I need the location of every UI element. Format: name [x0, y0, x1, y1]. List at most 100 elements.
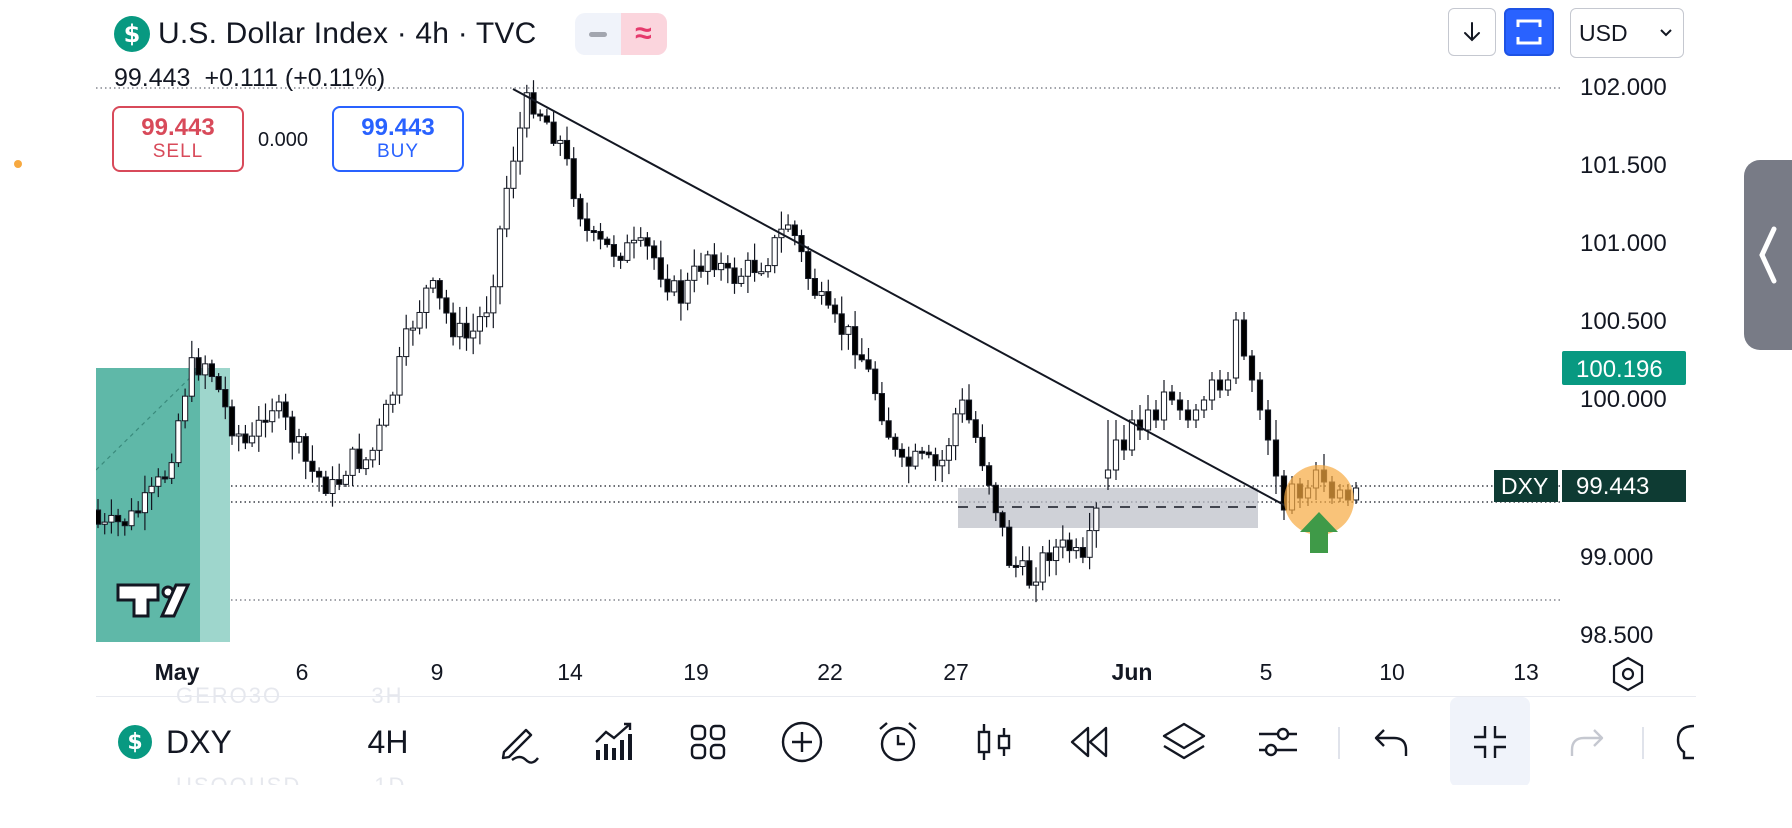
indicators-button[interactable] — [584, 697, 644, 785]
wave-icon[interactable]: ≈ — [620, 13, 667, 55]
candle — [1046, 552, 1053, 562]
lightbulb-icon — [1676, 724, 1694, 760]
candle — [1216, 379, 1224, 391]
candle — [1144, 409, 1152, 431]
candle — [115, 514, 122, 523]
symbol-title[interactable]: U.S. Dollar Index · 4h · TVC — [158, 17, 537, 50]
fullscreen-mode-button[interactable] — [1504, 8, 1554, 56]
candle — [235, 433, 242, 437]
candle — [711, 254, 718, 271]
currency-select[interactable]: USD — [1570, 8, 1684, 58]
candle — [919, 450, 926, 454]
candle — [1006, 526, 1013, 566]
side-panel-handle[interactable] — [1744, 160, 1792, 350]
candle — [537, 113, 544, 117]
candle — [1112, 439, 1120, 471]
arrow-down-icon — [1464, 22, 1480, 42]
price-axis-label: 102.000 — [1580, 74, 1667, 101]
candle — [1184, 409, 1192, 421]
price-axis-label: 99.000 — [1580, 544, 1653, 571]
time-axis-label: 14 — [557, 659, 583, 685]
indicators-icon — [595, 722, 632, 760]
candle — [731, 267, 738, 284]
replay-button[interactable] — [1058, 697, 1118, 785]
candle — [818, 291, 825, 296]
pen-icon — [501, 728, 539, 764]
time-axis-label: 10 — [1379, 659, 1405, 685]
time-axis-label: Jun — [1112, 659, 1153, 685]
candle — [885, 420, 892, 438]
collapse-icon — [1474, 726, 1506, 758]
layout-button[interactable] — [678, 697, 738, 785]
chart-canvas[interactable]: 102.000101.500101.000100.500100.00099.00… — [96, 0, 1696, 697]
candle — [349, 448, 356, 476]
minus-icon[interactable] — [575, 13, 621, 55]
tradingview-logo-icon — [116, 583, 191, 618]
symbol-search-button[interactable]: $ DXY — [118, 697, 278, 785]
drawing-tools-button[interactable] — [488, 697, 548, 785]
candle — [168, 462, 175, 479]
currency-value: USD — [1579, 19, 1628, 46]
candle — [141, 492, 148, 514]
layers-icon — [1162, 722, 1206, 760]
ideas-button[interactable] — [1664, 697, 1696, 785]
candle — [362, 459, 370, 470]
candle — [121, 521, 128, 527]
hexagon-gear-icon[interactable] — [1612, 656, 1644, 692]
candle — [215, 376, 222, 391]
candle — [228, 406, 236, 437]
sell-price: 99.443 — [141, 114, 215, 141]
candle — [108, 514, 115, 523]
ghost-text-top: GERO3O 3H — [176, 683, 404, 708]
candle — [1352, 487, 1360, 501]
time-axis-label: 6 — [296, 659, 309, 685]
object-tree-button[interactable] — [1154, 697, 1214, 785]
chart-type-button[interactable] — [964, 697, 1024, 785]
candle — [771, 237, 778, 267]
legend-toggle[interactable]: ≈ — [574, 13, 667, 55]
sell-button[interactable]: 99.443 SELL — [112, 106, 244, 172]
redo-button[interactable] — [1556, 697, 1616, 785]
candle — [443, 297, 450, 314]
candle — [1079, 546, 1086, 558]
candle — [1066, 539, 1073, 552]
candle — [1073, 546, 1080, 552]
alert-button[interactable] — [868, 697, 928, 785]
download-button[interactable] — [1448, 8, 1496, 56]
zone-diagonal — [96, 367, 201, 471]
candle — [530, 92, 537, 115]
collapse-button[interactable] — [1450, 697, 1530, 785]
buy-button[interactable]: 99.443 BUY — [332, 106, 464, 172]
candle — [865, 359, 872, 370]
candle — [517, 127, 524, 162]
interval-button[interactable]: 4H — [358, 697, 418, 785]
candle — [1053, 546, 1060, 562]
symbol-header[interactable]: $ U.S. Dollar Index · 4h · TVC ≈ — [114, 13, 667, 55]
candle — [664, 278, 671, 293]
candle — [805, 251, 812, 280]
candle — [396, 356, 403, 396]
candle — [275, 401, 283, 412]
candle — [872, 368, 879, 395]
undo-button[interactable] — [1362, 697, 1422, 785]
add-button[interactable] — [772, 697, 832, 785]
candle — [637, 237, 644, 241]
chevron-down-icon — [1660, 29, 1672, 37]
candle — [965, 399, 973, 421]
toolbar-divider — [1642, 727, 1644, 759]
candle — [986, 465, 993, 486]
candle — [932, 454, 939, 467]
time-axis-label: 22 — [817, 659, 843, 685]
candle — [128, 510, 135, 527]
candle — [175, 420, 182, 464]
candle — [610, 244, 617, 257]
spread-value: 0.000 — [258, 129, 309, 151]
chevron-left-icon — [1759, 226, 1777, 284]
candle — [490, 286, 497, 314]
toolbar-divider — [1338, 727, 1340, 759]
chart-settings-button[interactable] — [1248, 697, 1308, 785]
candles-icon — [977, 724, 1011, 760]
price-marker-label: 100.196 — [1576, 356, 1663, 383]
candle — [1192, 409, 1200, 421]
candle — [503, 187, 510, 230]
